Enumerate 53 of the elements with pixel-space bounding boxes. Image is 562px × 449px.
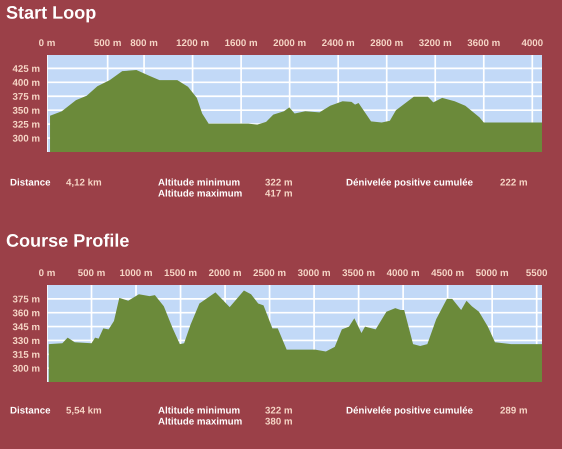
x-tick-label: 800 m	[130, 39, 158, 46]
y-tick-label: 375 m	[12, 92, 40, 100]
y-tick-label: 360 m	[12, 309, 40, 316]
text: 322 m	[265, 178, 292, 186]
x-tick-label: 2000 m	[274, 39, 306, 46]
x-tick-label: 1200 m	[176, 39, 208, 46]
chart-title: Start Loop	[6, 6, 96, 22]
x-tick-label: 4000	[522, 39, 543, 46]
x-tick-label: 3200 m	[418, 39, 452, 46]
y-tick-label: 400 m	[12, 79, 40, 86]
text: Dénivelée positive cumulée	[346, 178, 473, 188]
x-tick-label: 3500 m	[342, 269, 374, 276]
x-tick-label: 500 m	[94, 39, 121, 46]
y-tick-label: 300 m	[12, 134, 40, 142]
text: Dénivelée positive cumulée	[346, 406, 473, 416]
y-tick-label: 315 m	[12, 351, 40, 358]
x-tick-label: 4000 m	[386, 269, 419, 276]
x-tick-label: 5500	[526, 269, 548, 276]
text: Distance	[10, 406, 50, 414]
x-tick-label: 5000 m	[476, 269, 508, 276]
text: Altitude minimum	[158, 406, 240, 414]
y-tick-label: 425 m	[12, 65, 40, 72]
text: Altitude minimum	[158, 178, 240, 186]
text: 289 m	[500, 406, 527, 414]
text: Altitude maximum	[158, 417, 242, 425]
x-tick-label: 4500 m	[431, 269, 464, 276]
y-tick-label: 350 m	[12, 106, 40, 114]
text: Distance	[10, 178, 50, 186]
chart-title: Course Profile	[6, 234, 129, 247]
x-tick-label: 3000 m	[298, 269, 330, 276]
x-tick-label: 3600 m	[468, 39, 500, 46]
y-tick-label: 325 m	[12, 120, 40, 128]
x-tick-label: 0 m	[39, 39, 55, 46]
x-tick-label: 500 m	[78, 269, 105, 276]
text: 380 m	[265, 418, 292, 425]
text: 4,12 km	[66, 178, 102, 188]
x-tick-label: 1600 m	[225, 39, 258, 46]
x-tick-label: 2500 m	[253, 269, 286, 276]
text: Altitude maximum	[158, 189, 242, 197]
x-tick-label: 1500 m	[164, 269, 196, 276]
x-tick-label: 2400 m	[322, 39, 354, 46]
text: 222 m	[500, 178, 527, 186]
text: 417 m	[265, 190, 292, 197]
x-tick-label: 2800 m	[370, 39, 403, 46]
y-tick-label: 330 m	[12, 337, 40, 344]
text: 5,54 km	[66, 406, 102, 416]
x-tick-label: 2000 m	[208, 269, 241, 276]
y-tick-label: 375 m	[12, 296, 40, 302]
y-tick-label: 345 m	[12, 323, 40, 330]
y-tick-label: 300 m	[12, 364, 40, 372]
x-tick-label: 0 m	[39, 269, 55, 276]
text: 322 m	[265, 406, 292, 414]
x-tick-label: 1000 m	[120, 269, 152, 276]
